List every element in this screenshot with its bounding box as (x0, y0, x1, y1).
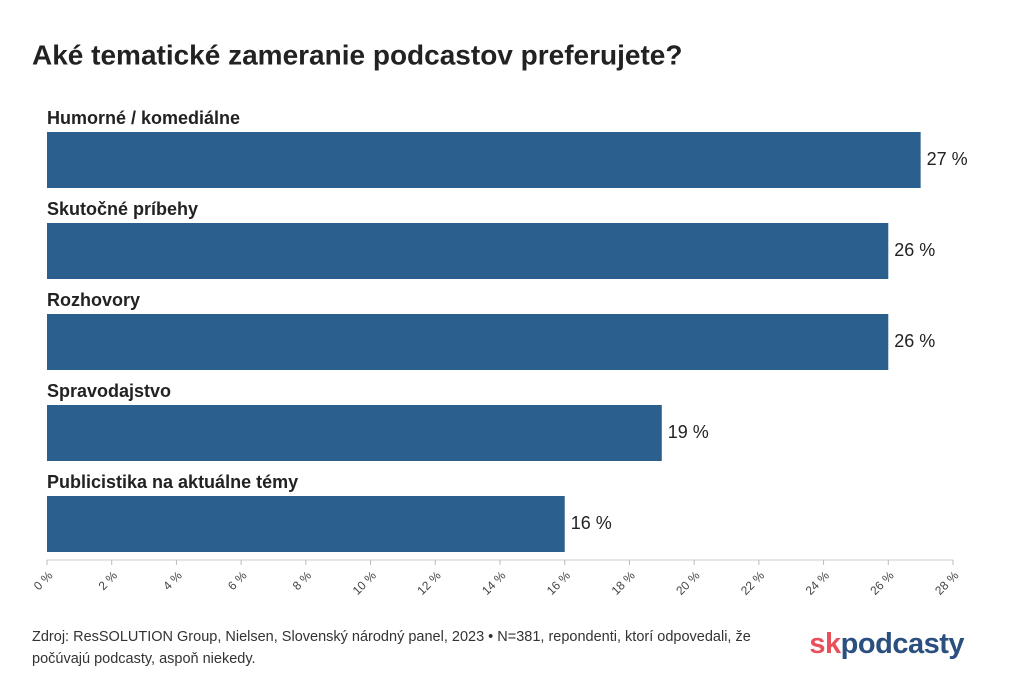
logo-name: podcasty (840, 628, 965, 660)
bar (47, 405, 662, 461)
value-label: 19 % (668, 422, 709, 442)
value-label: 26 % (894, 240, 935, 260)
x-tick-label: 6 % (225, 568, 250, 593)
logo-prefix: sk (809, 628, 841, 660)
x-tick-label: 26 % (867, 568, 896, 597)
bar (47, 132, 921, 188)
x-tick-label: 10 % (350, 568, 379, 597)
value-label: 16 % (571, 513, 612, 533)
x-tick-label: 4 % (160, 568, 185, 593)
logo: skpodcasty (809, 628, 964, 661)
category-label: Publicistika na aktuálne témy (47, 472, 298, 492)
bar (47, 496, 565, 552)
category-label: Skutočné príbehy (47, 199, 198, 219)
category-label: Spravodajstvo (47, 381, 171, 401)
category-label: Rozhovory (47, 290, 140, 310)
x-tick-label: 16 % (544, 568, 573, 597)
bar (47, 314, 889, 370)
x-tick-label: 14 % (479, 568, 508, 597)
category-label: Humorné / komediálne (47, 108, 240, 128)
value-label: 27 % (927, 149, 968, 169)
x-tick-label: 0 % (31, 568, 56, 593)
x-tick-label: 8 % (290, 568, 315, 593)
bar (47, 223, 889, 279)
chart-title: Aké tematické zameranie podcastov prefer… (32, 39, 682, 70)
x-tick-label: 28 % (932, 568, 961, 597)
source-note: Zdroj: ResSOLUTION Group, Nielsen, Slove… (32, 629, 751, 667)
x-tick-label: 12 % (414, 568, 443, 597)
x-tick-label: 24 % (803, 568, 832, 597)
x-tick-label: 18 % (609, 568, 638, 597)
x-tick-label: 2 % (96, 568, 121, 593)
x-tick-label: 20 % (673, 568, 702, 597)
value-label: 26 % (894, 331, 935, 351)
x-tick-label: 22 % (738, 568, 767, 597)
